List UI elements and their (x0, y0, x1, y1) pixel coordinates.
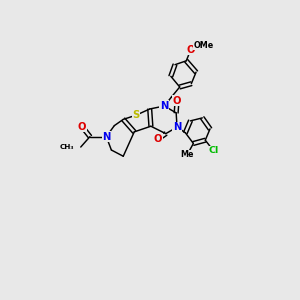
Text: N: N (160, 101, 169, 111)
Text: S: S (132, 110, 140, 120)
Text: O: O (173, 96, 181, 106)
Text: Me: Me (180, 150, 194, 159)
Text: OMe: OMe (194, 40, 214, 50)
Text: O: O (78, 122, 86, 132)
Text: O: O (154, 134, 162, 144)
Text: Cl: Cl (208, 146, 219, 155)
Text: N: N (102, 132, 110, 142)
Text: CH₃: CH₃ (60, 144, 74, 150)
Text: N: N (173, 122, 181, 132)
Text: O: O (187, 45, 195, 55)
